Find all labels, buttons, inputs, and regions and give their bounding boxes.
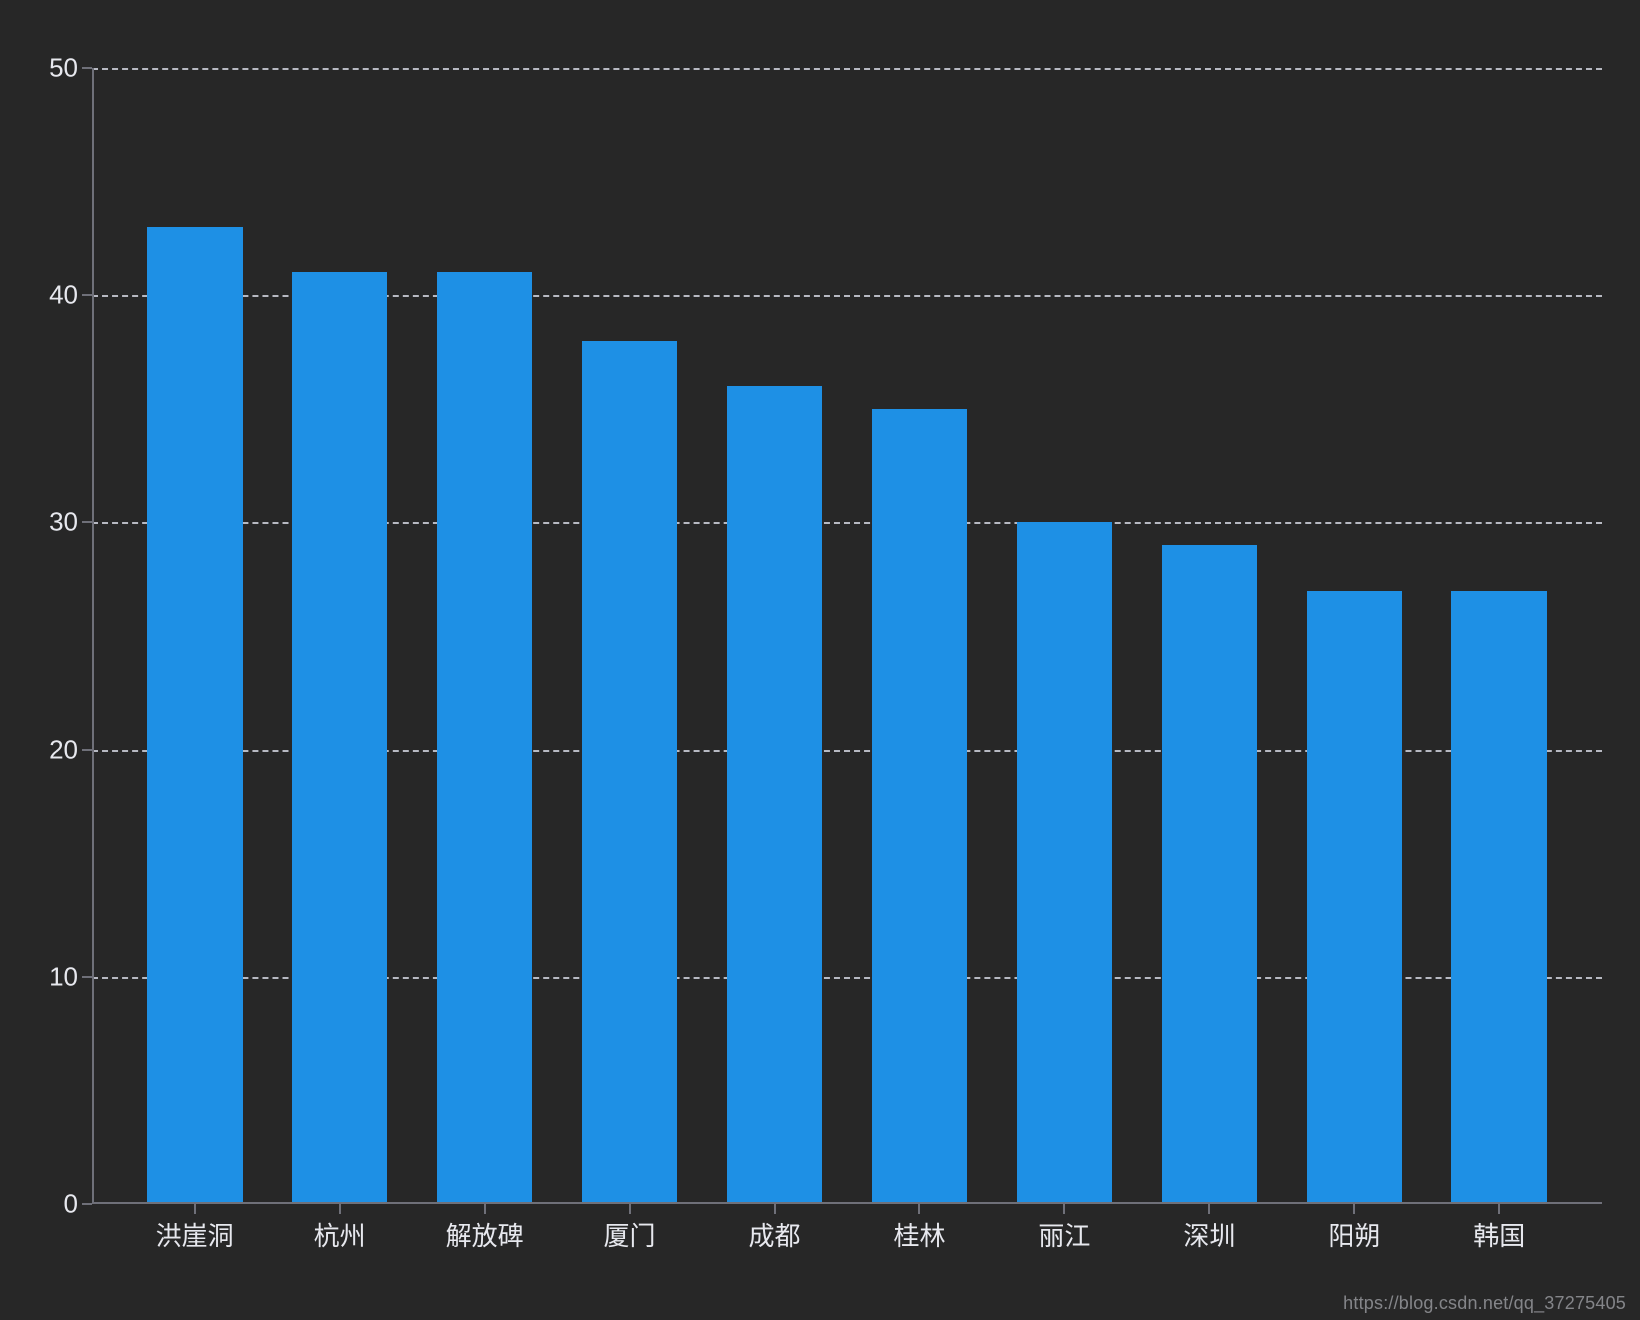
y-tick-mark	[82, 749, 92, 751]
plot-area	[92, 68, 1602, 1204]
bars-layer	[92, 68, 1602, 1204]
bar	[582, 341, 678, 1204]
x-tick-label: 韩国	[1473, 1216, 1525, 1253]
y-tick-label: 50	[49, 53, 78, 84]
x-tick-mark	[339, 1204, 341, 1214]
y-tick-mark	[82, 67, 92, 69]
bar	[147, 227, 243, 1204]
x-tick-label: 解放碑	[446, 1216, 524, 1253]
watermark-text: https://blog.csdn.net/qq_37275405	[1343, 1293, 1626, 1314]
y-tick-label: 0	[64, 1189, 78, 1220]
x-tick-label: 厦门	[604, 1216, 656, 1253]
x-tick-label: 深圳	[1183, 1216, 1235, 1253]
y-tick-label: 40	[49, 280, 78, 311]
y-tick-label: 10	[49, 961, 78, 992]
x-tick-mark	[1498, 1204, 1500, 1214]
x-tick-label: 丽江	[1038, 1216, 1090, 1253]
bar	[727, 386, 823, 1204]
y-tick-mark	[82, 1203, 92, 1205]
x-tick-mark	[1208, 1204, 1210, 1214]
bar	[1162, 545, 1258, 1204]
bar	[872, 409, 968, 1204]
x-tick-mark	[1353, 1204, 1355, 1214]
x-tick-mark	[774, 1204, 776, 1214]
y-tick-label: 30	[49, 507, 78, 538]
bar	[1307, 591, 1403, 1204]
bar	[437, 272, 533, 1204]
x-tick-label: 阳朔	[1328, 1216, 1380, 1253]
x-tick-label: 洪崖洞	[156, 1216, 234, 1253]
x-tick-label: 桂林	[893, 1216, 945, 1253]
x-tick-mark	[484, 1204, 486, 1214]
x-tick-mark	[918, 1204, 920, 1214]
x-tick-label: 成都	[749, 1216, 801, 1253]
bar	[1017, 522, 1113, 1204]
y-axis-line	[92, 68, 94, 1204]
y-tick-mark	[82, 976, 92, 978]
x-tick-mark	[1063, 1204, 1065, 1214]
x-tick-mark	[194, 1204, 196, 1214]
bar	[1451, 591, 1547, 1204]
x-tick-label: 杭州	[314, 1216, 366, 1253]
y-tick-mark	[82, 521, 92, 523]
bar-chart: https://blog.csdn.net/qq_37275405 0 10 20 3…	[0, 0, 1640, 1320]
x-tick-mark	[629, 1204, 631, 1214]
x-axis-line	[92, 1202, 1602, 1204]
y-tick-mark	[82, 294, 92, 296]
y-tick-label: 20	[49, 734, 78, 765]
bar	[292, 272, 388, 1204]
